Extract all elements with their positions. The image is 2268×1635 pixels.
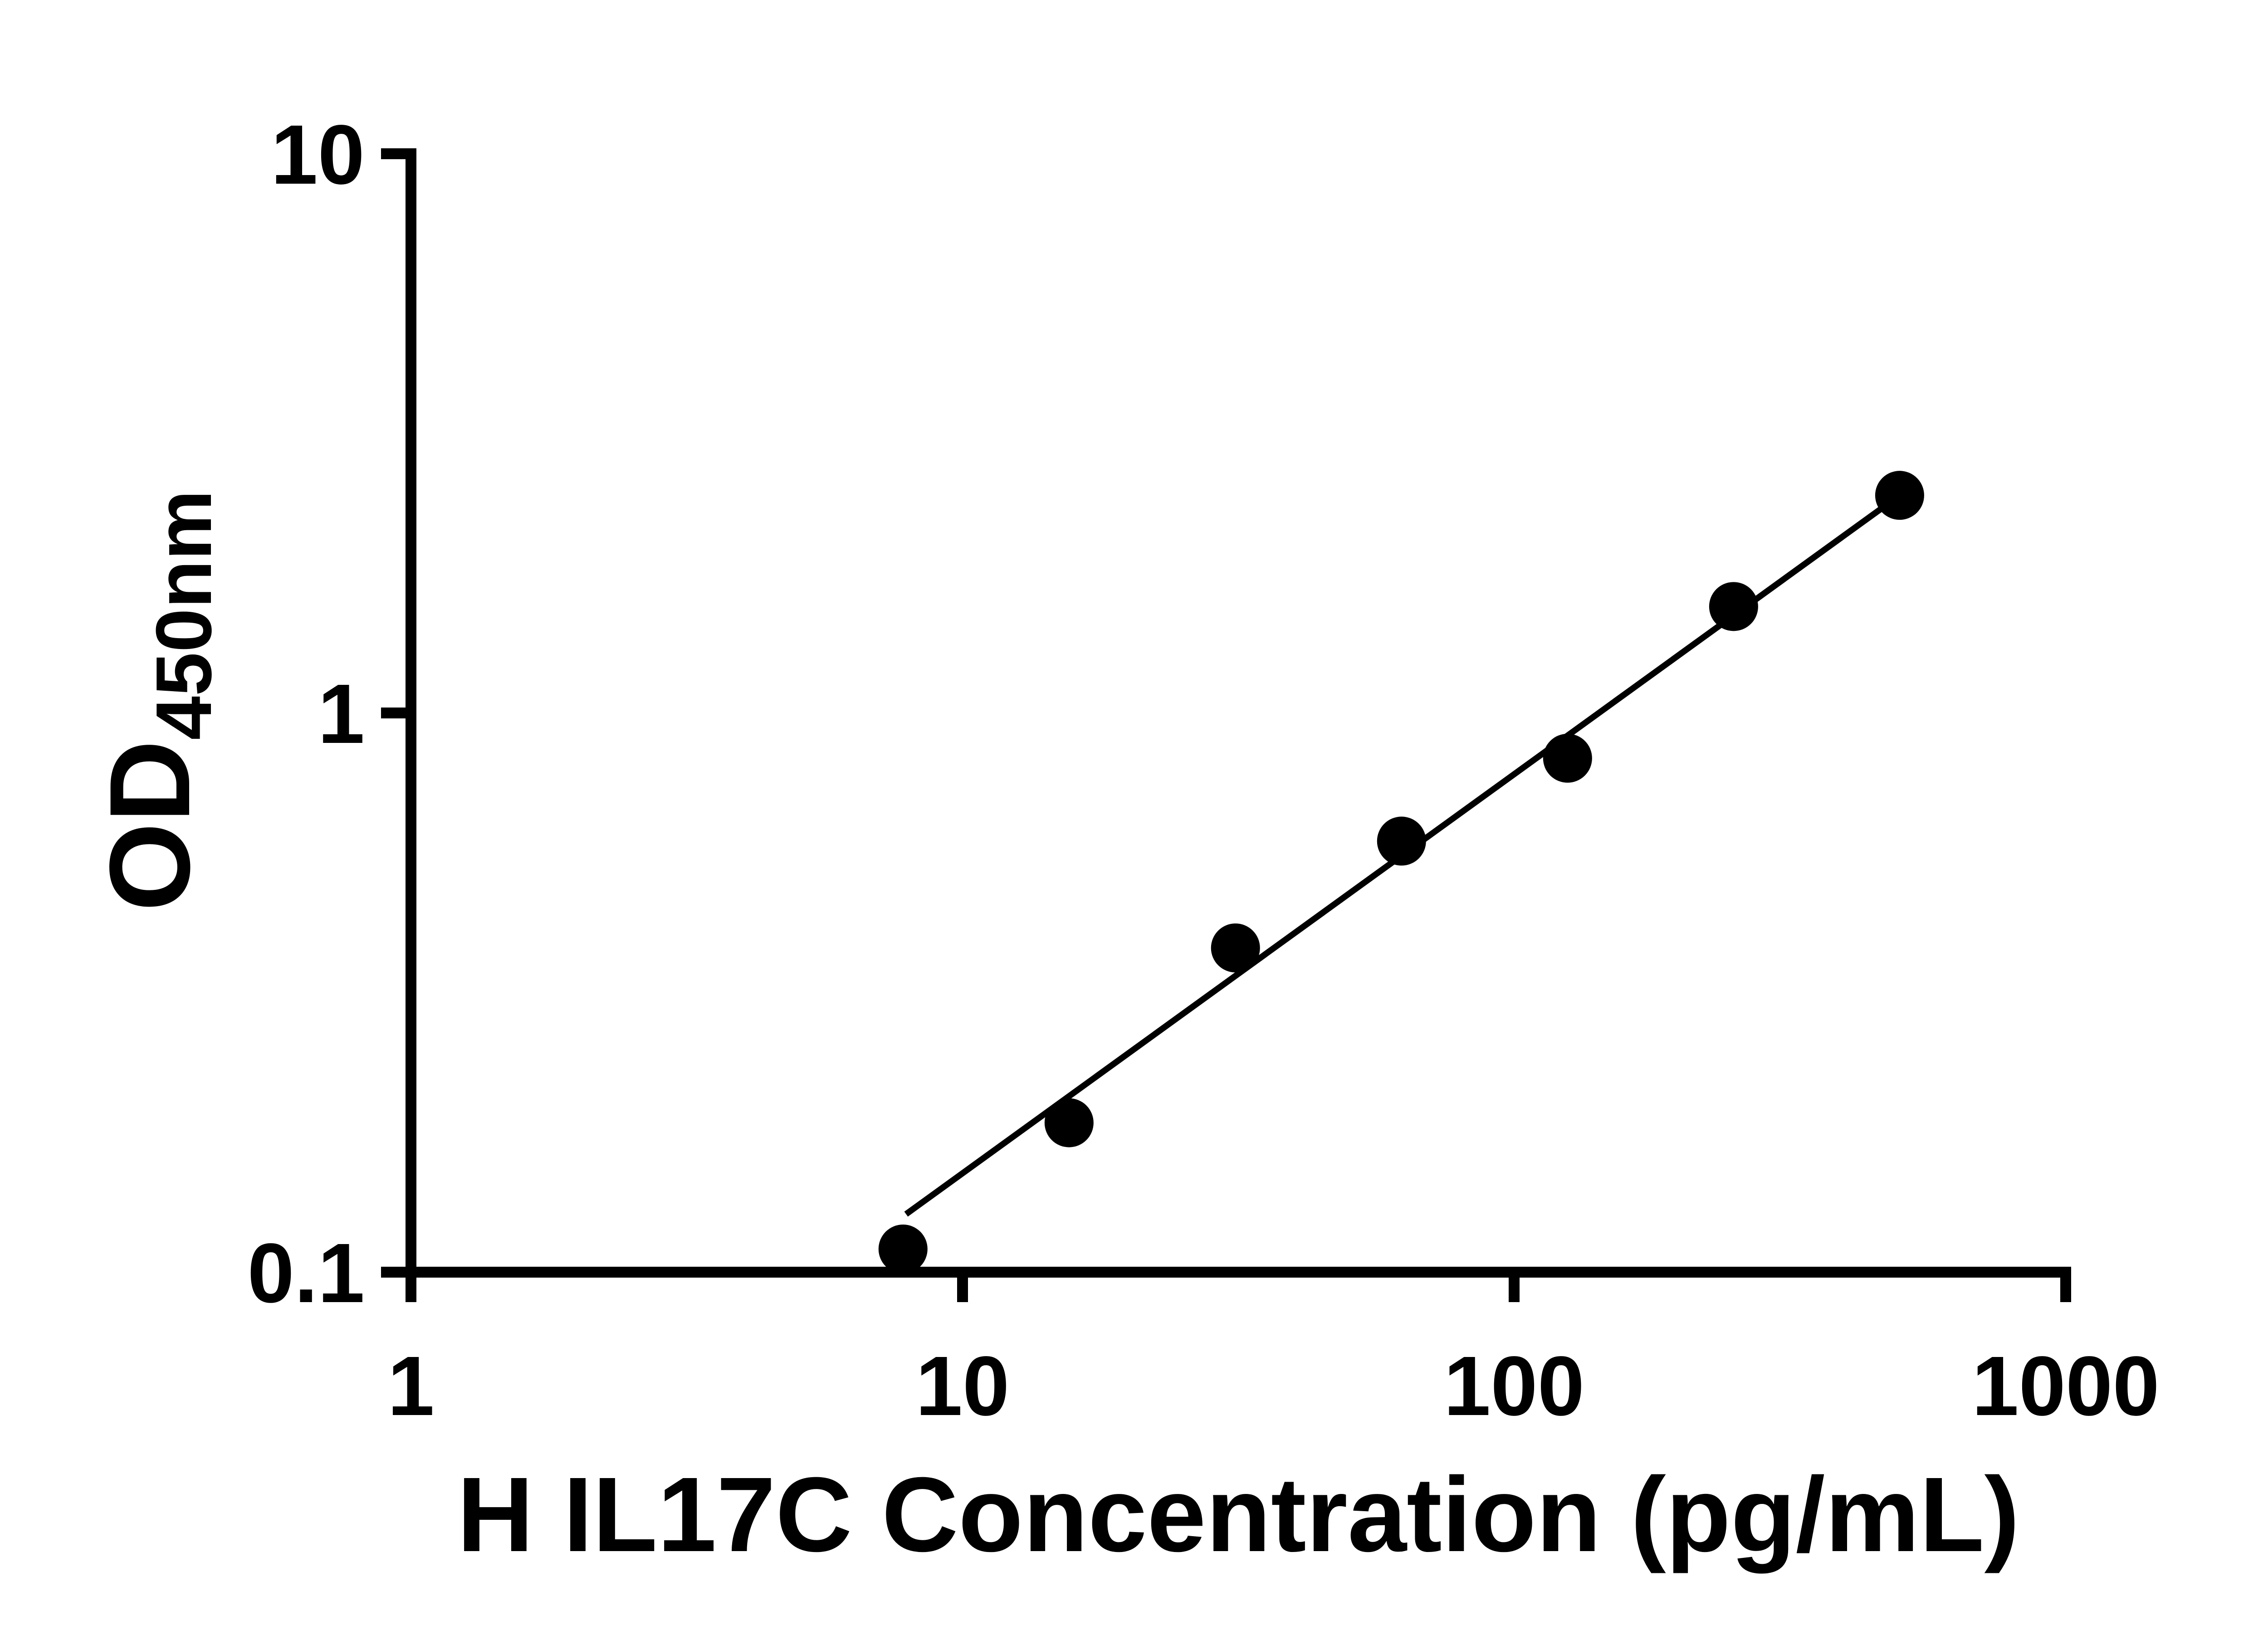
x-tick-label: 1 (387, 1339, 434, 1433)
y-axis-title-main: OD (86, 740, 214, 912)
x-tick-label: 100 (1444, 1339, 1584, 1433)
data-point (1044, 1098, 1094, 1147)
axes (406, 148, 2071, 1278)
y-tick-label: 1 (318, 667, 365, 761)
data-point (1543, 733, 1592, 783)
data-point (1875, 471, 1924, 520)
data-point (1709, 582, 1758, 631)
x-axis-title: H IL17C Concentration (pg/mL) (457, 1455, 2020, 1574)
y-axis-title: OD450nm (86, 490, 228, 911)
data-point (1377, 816, 1426, 866)
data-point (878, 1224, 928, 1274)
data-point (1211, 923, 1260, 973)
y-tick-label: 0.1 (247, 1226, 365, 1320)
x-tick-label: 10 (916, 1339, 1010, 1433)
x-tick-label: 1000 (1972, 1339, 2160, 1433)
y-axis-title-subscript: 450nm (139, 490, 228, 740)
y-tick-label: 10 (271, 108, 365, 202)
